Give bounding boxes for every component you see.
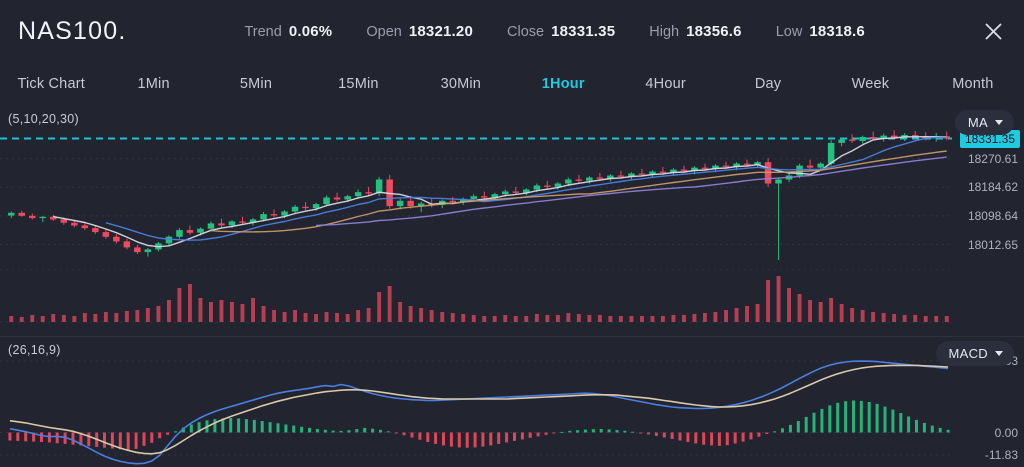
stat-label: Close [507, 23, 545, 40]
macd-plot[interactable] [0, 337, 1024, 467]
tab-30min[interactable]: 30Min [440, 76, 482, 92]
candlestick-plot[interactable] [0, 106, 1024, 334]
macd-indicator-selector[interactable]: MACD [935, 341, 1014, 366]
ma-indicator-selector[interactable]: MA [954, 110, 1014, 135]
chevron-down-icon [995, 351, 1003, 356]
price-chart-pane: (5,10,20,30) MA 18331.35 18270.61 18184.62… [0, 106, 1024, 334]
macd-params-label: (26,16,9) [8, 343, 61, 357]
close-button[interactable] [978, 16, 1008, 46]
tab-month[interactable]: Month [952, 76, 994, 92]
macd-indicator-label: MACD [948, 346, 988, 361]
quote-stats: Trend 0.06% Open 18321.20 Close 18331.35 High 1… [244, 23, 864, 40]
stat-label: Low [775, 23, 803, 40]
stat-value: 18356.6 [686, 22, 742, 40]
ma-params-label: (5,10,20,30) [8, 112, 80, 126]
stat-trend: Trend 0.06% [244, 23, 332, 40]
stat-value: 18318.6 [809, 22, 865, 40]
price-tick-label: 18012.65 [967, 237, 1018, 252]
tab-1hour[interactable]: 1Hour [541, 76, 585, 92]
close-icon [985, 23, 1001, 39]
macd-tick-label: 0.00 [994, 425, 1018, 440]
header-bar: NAS100. Trend 0.06% Open 18321.20 Close 18331… [0, 0, 1024, 62]
tab-week[interactable]: Week [851, 76, 890, 92]
chevron-down-icon [995, 120, 1003, 125]
tab-4hour[interactable]: 4Hour [645, 76, 686, 92]
stat-value: 18321.20 [408, 22, 474, 40]
stat-low: Low 18318.6 [776, 23, 865, 40]
stat-close: Close 18331.35 [507, 23, 615, 40]
macd-tick-label: -11.83 [984, 448, 1018, 462]
stat-label: High [649, 23, 680, 40]
tab-day[interactable]: Day [754, 76, 782, 92]
stat-high: High 18356.6 [649, 23, 741, 40]
ma-indicator-label: MA [967, 115, 988, 130]
price-axis: 18331.35 18270.61 18184.62 18098.64 18012.65 [944, 106, 1024, 334]
tab-15min[interactable]: 15Min [338, 76, 379, 92]
symbol-title: NAS100. [18, 16, 127, 45]
tab-tick-chart[interactable]: Tick Chart [17, 76, 85, 92]
stat-label: Trend [244, 23, 282, 40]
timeframe-tabs[interactable]: Tick Chart 1Min 5Min 15Min 30Min 1Hour 4Hour Da… [0, 62, 1024, 106]
macd-pane: (26,16,9) MACD 37.530.00-11.83 [0, 336, 1024, 467]
tab-1min[interactable]: 1Min [137, 76, 170, 92]
stat-value: 0.06% [288, 22, 333, 40]
stat-label: Open [366, 23, 402, 40]
price-tick-label: 18184.62 [967, 180, 1018, 195]
tab-5min[interactable]: 5Min [239, 76, 273, 92]
price-tick-label: 18098.64 [967, 208, 1018, 223]
price-tick-label: 18270.61 [967, 151, 1018, 166]
stat-value: 18331.35 [551, 22, 616, 40]
stat-open: Open 18321.20 [366, 23, 473, 40]
